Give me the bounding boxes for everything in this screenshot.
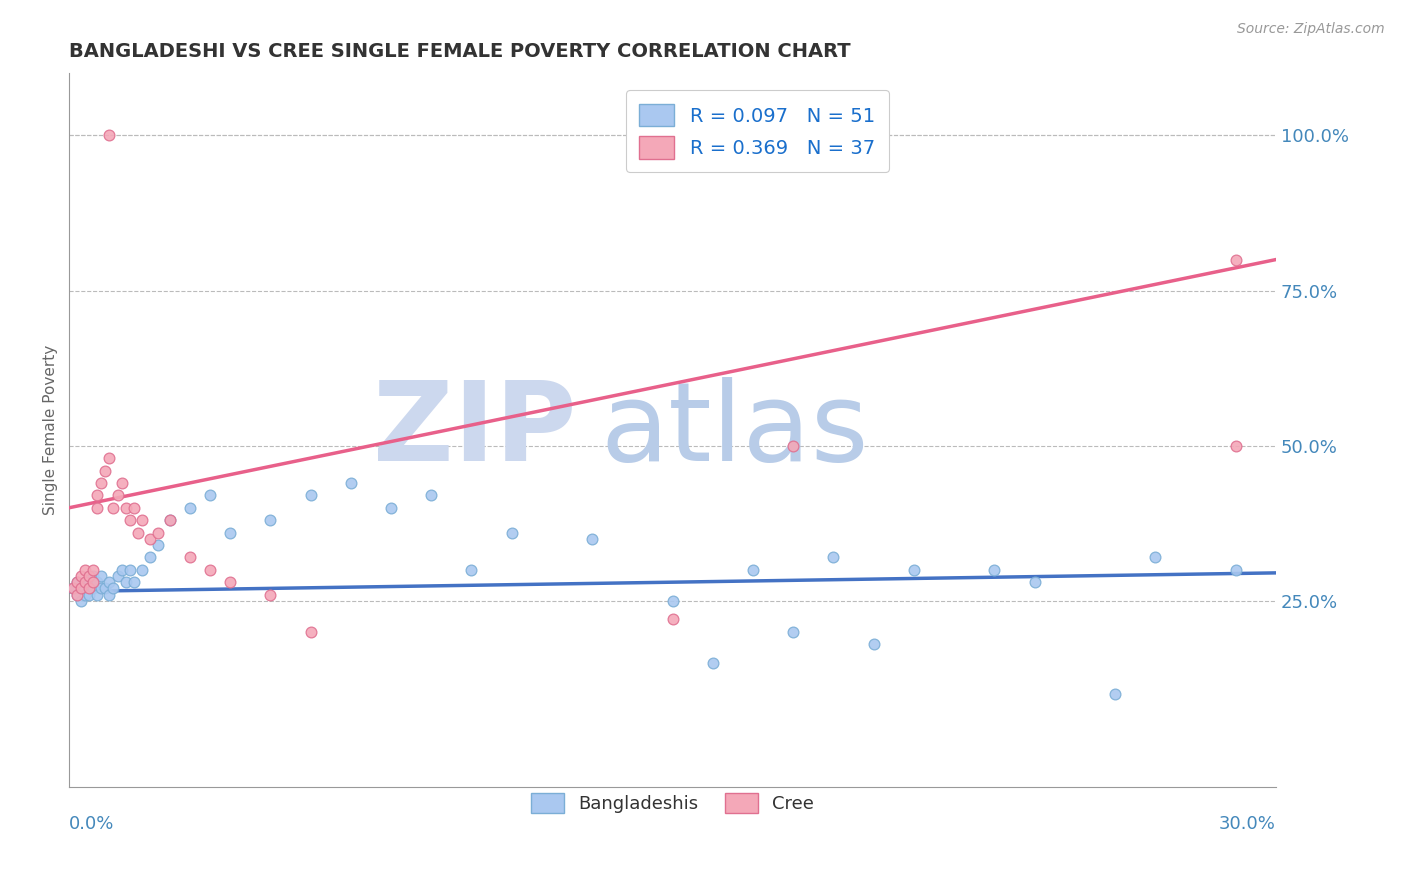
- Point: [94, 463, 117, 477]
- Point: [460, 563, 482, 577]
- Point: [90, 475, 112, 490]
- Point: [862, 637, 884, 651]
- Point: [198, 563, 221, 577]
- Point: [179, 550, 201, 565]
- Point: [75, 563, 97, 577]
- Point: [1024, 575, 1046, 590]
- Point: [259, 588, 281, 602]
- Point: [122, 500, 145, 515]
- Point: [179, 500, 201, 515]
- Point: [1225, 563, 1247, 577]
- Point: [118, 563, 141, 577]
- Point: [1225, 439, 1247, 453]
- Point: [661, 612, 683, 626]
- Text: 0.0%: 0.0%: [69, 815, 115, 833]
- Point: [219, 525, 242, 540]
- Point: [98, 128, 121, 143]
- Point: [98, 588, 121, 602]
- Point: [82, 563, 104, 577]
- Point: [1104, 687, 1126, 701]
- Point: [823, 550, 845, 565]
- Text: BANGLADESHI VS CREE SINGLE FEMALE POVERTY CORRELATION CHART: BANGLADESHI VS CREE SINGLE FEMALE POVERT…: [69, 42, 851, 61]
- Point: [66, 575, 89, 590]
- Point: [75, 575, 97, 590]
- Point: [782, 624, 804, 639]
- Point: [86, 488, 108, 502]
- Point: [146, 525, 169, 540]
- Point: [146, 538, 169, 552]
- Point: [138, 550, 160, 565]
- Y-axis label: Single Female Poverty: Single Female Poverty: [44, 345, 58, 516]
- Point: [983, 563, 1005, 577]
- Text: Source: ZipAtlas.com: Source: ZipAtlas.com: [1237, 22, 1385, 37]
- Point: [75, 588, 97, 602]
- Point: [903, 563, 925, 577]
- Point: [62, 582, 84, 596]
- Point: [70, 582, 93, 596]
- Point: [131, 563, 153, 577]
- Point: [581, 532, 603, 546]
- Point: [90, 569, 112, 583]
- Point: [118, 513, 141, 527]
- Point: [79, 582, 101, 596]
- Point: [70, 582, 93, 596]
- Point: [702, 656, 724, 670]
- Point: [70, 569, 93, 583]
- Point: [127, 525, 149, 540]
- Point: [299, 624, 322, 639]
- Point: [1225, 252, 1247, 267]
- Point: [86, 575, 108, 590]
- Point: [420, 488, 443, 502]
- Point: [107, 569, 129, 583]
- Point: [98, 575, 121, 590]
- Point: [114, 500, 136, 515]
- Point: [66, 588, 89, 602]
- Point: [198, 488, 221, 502]
- Point: [159, 513, 181, 527]
- Point: [110, 475, 132, 490]
- Point: [82, 569, 104, 583]
- Point: [82, 582, 104, 596]
- Point: [501, 525, 523, 540]
- Point: [138, 532, 160, 546]
- Point: [299, 488, 322, 502]
- Point: [742, 563, 765, 577]
- Point: [259, 513, 281, 527]
- Point: [94, 582, 117, 596]
- Point: [103, 500, 125, 515]
- Point: [86, 500, 108, 515]
- Point: [75, 575, 97, 590]
- Point: [70, 594, 93, 608]
- Point: [79, 588, 101, 602]
- Point: [159, 513, 181, 527]
- Point: [86, 588, 108, 602]
- Point: [66, 575, 89, 590]
- Point: [380, 500, 402, 515]
- Point: [661, 594, 683, 608]
- Point: [122, 575, 145, 590]
- Point: [66, 588, 89, 602]
- Point: [98, 451, 121, 466]
- Point: [114, 575, 136, 590]
- Text: 30.0%: 30.0%: [1219, 815, 1277, 833]
- Point: [219, 575, 242, 590]
- Point: [782, 439, 804, 453]
- Point: [103, 582, 125, 596]
- Legend: Bangladeshis, Cree: Bangladeshis, Cree: [524, 786, 821, 821]
- Point: [82, 575, 104, 590]
- Point: [90, 582, 112, 596]
- Point: [340, 475, 363, 490]
- Text: ZIP: ZIP: [373, 376, 576, 483]
- Point: [62, 582, 84, 596]
- Point: [107, 488, 129, 502]
- Point: [131, 513, 153, 527]
- Text: atlas: atlas: [600, 376, 869, 483]
- Point: [1144, 550, 1167, 565]
- Point: [79, 569, 101, 583]
- Point: [79, 575, 101, 590]
- Point: [110, 563, 132, 577]
